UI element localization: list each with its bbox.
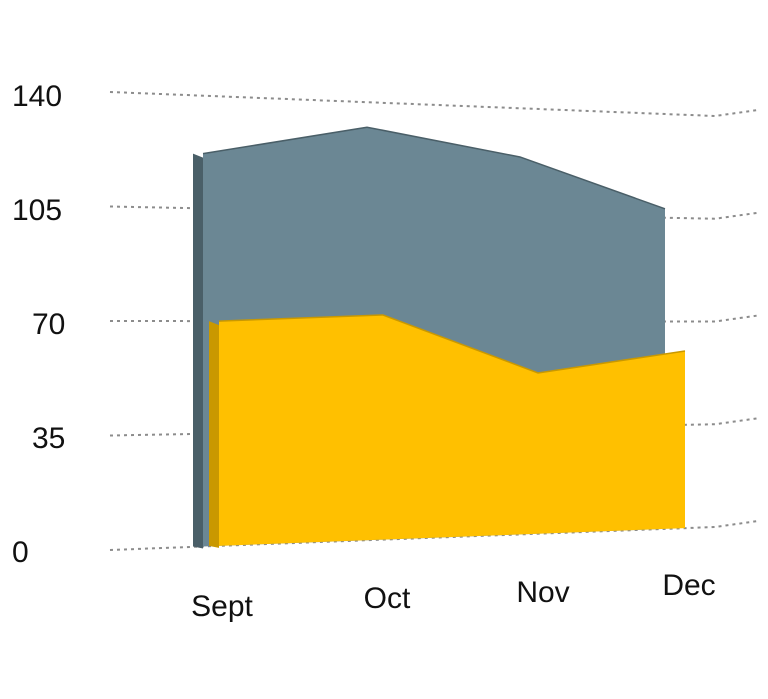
y-axis-ticks: 0 35 70 105 140 [12,80,65,569]
x-tick-label: Sept [191,590,253,623]
series-side-face [209,321,219,548]
y-tick-label: 35 [32,422,65,455]
gridline [109,91,759,118]
series-areas [193,126,686,549]
x-axis-ticks: Sept Oct Nov Dec [191,569,716,623]
x-tick-label: Oct [364,582,411,615]
y-tick-label: 105 [12,194,62,227]
y-tick-label: 0 [12,536,29,569]
series-line [218,314,686,374]
y-tick-label: 70 [32,308,65,341]
x-tick-label: Dec [662,569,715,602]
y-tick-label: 140 [12,80,62,113]
series-line [202,126,666,210]
x-tick-label: Nov [516,576,569,609]
series-area [219,314,685,546]
series-side-face [193,153,203,549]
